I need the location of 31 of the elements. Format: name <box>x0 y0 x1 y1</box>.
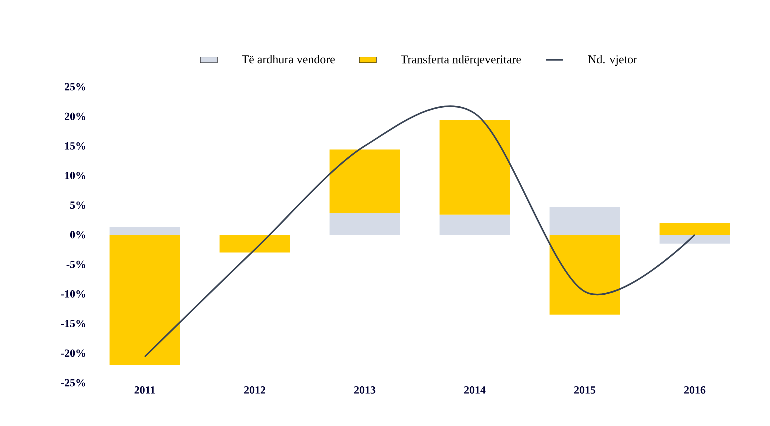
y-tick-label: -25% <box>61 379 86 387</box>
x-tick-label: 2016 <box>684 386 706 394</box>
y-tick-label: 25% <box>65 83 86 91</box>
y-tick-label: -10% <box>61 290 86 298</box>
bar <box>550 235 620 315</box>
x-tick-label: 2011 <box>134 386 156 394</box>
y-tick-label: 15% <box>65 142 86 150</box>
bar <box>440 214 510 235</box>
bar <box>220 235 290 253</box>
y-tick-label: -20% <box>61 350 86 358</box>
bar <box>660 223 730 235</box>
bar <box>110 235 180 366</box>
y-tick-label: 5% <box>70 202 86 210</box>
legend-label: Transferta ndërqeveritare <box>401 55 522 66</box>
x-tick-label: 2015 <box>574 386 596 394</box>
legend-label: Të ardhura vendore <box>242 55 335 64</box>
y-tick-label: -5% <box>66 260 86 268</box>
bar <box>110 227 180 235</box>
y-tick-label: 0% <box>70 231 86 239</box>
y-tick-label: -15% <box>61 320 86 328</box>
x-tick-label: 2013 <box>354 386 376 394</box>
bar <box>660 235 730 244</box>
bar <box>330 213 400 235</box>
legend-label: Nd. vjetor <box>588 55 638 66</box>
x-tick-label: 2012 <box>244 386 266 394</box>
bar <box>440 120 510 215</box>
bar <box>550 207 620 235</box>
y-tick-label: 10% <box>65 172 86 180</box>
y-tick-label: 20% <box>65 112 86 120</box>
x-tick-label: 2014 <box>464 386 486 394</box>
bar <box>330 150 400 214</box>
